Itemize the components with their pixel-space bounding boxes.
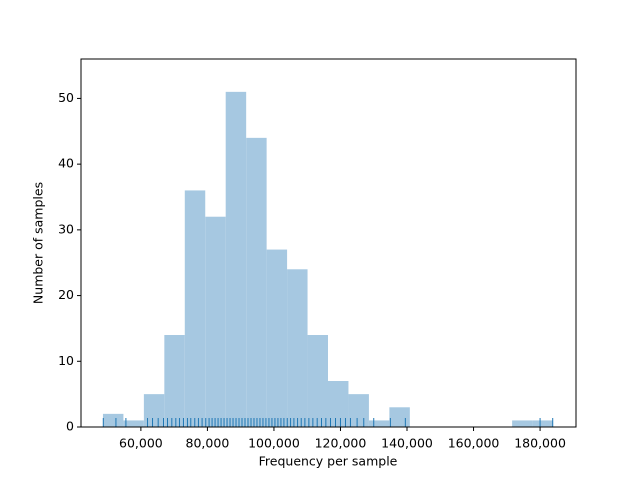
- y-tick-label: 10: [58, 353, 74, 368]
- bar: [164, 335, 185, 427]
- x-tick-label: 60,000: [119, 436, 163, 451]
- bar: [266, 249, 288, 427]
- bar: [246, 137, 267, 427]
- bar: [205, 216, 226, 427]
- bar: [389, 407, 410, 427]
- bar: [307, 335, 329, 427]
- bar: [225, 91, 247, 427]
- bar: [143, 394, 165, 427]
- y-axis-label: Number of samples: [31, 182, 46, 304]
- x-axis-label: Frequency per sample: [259, 454, 398, 469]
- plot-frame: [80, 58, 577, 428]
- y-tick-label: 40: [58, 156, 74, 171]
- x-tick-label: 180,000: [514, 436, 566, 451]
- x-tick-label: 140,000: [381, 436, 433, 451]
- bar: [348, 394, 369, 427]
- x-tick-label: 120,000: [315, 436, 367, 451]
- x-tick-label: 80,000: [186, 436, 230, 451]
- bar: [368, 420, 390, 427]
- bar: [328, 381, 349, 427]
- x-tick-label: 160,000: [448, 436, 500, 451]
- bar: [123, 420, 144, 427]
- bar: [532, 420, 554, 427]
- y-tick-label: 50: [58, 90, 74, 105]
- y-tick-label: 30: [58, 221, 74, 236]
- x-tick-label: 100,000: [248, 436, 300, 451]
- y-tick-label: 0: [66, 419, 74, 434]
- bar: [184, 190, 206, 427]
- bar: [287, 269, 308, 427]
- bar: [512, 420, 533, 427]
- bar: [102, 413, 124, 427]
- y-tick-label: 20: [58, 287, 74, 302]
